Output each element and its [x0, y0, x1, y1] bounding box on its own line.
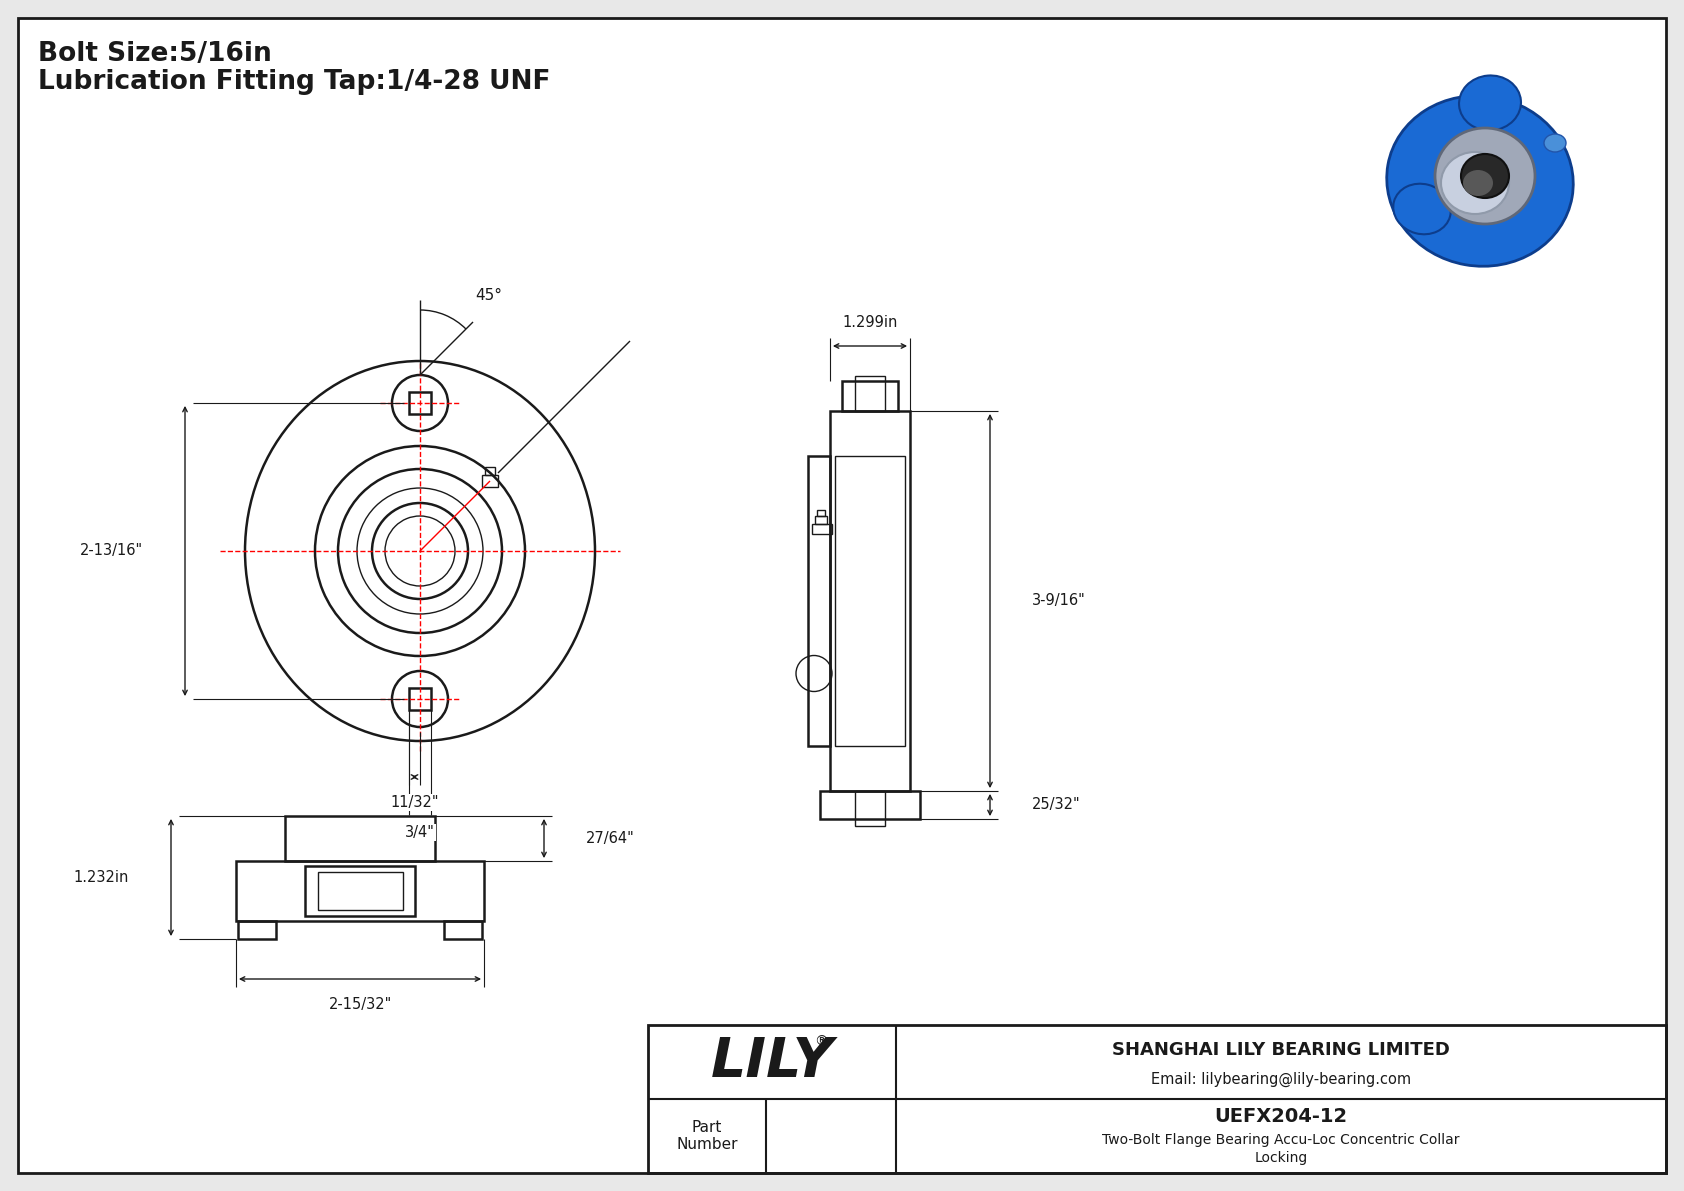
Bar	[285, 816, 434, 861]
Ellipse shape	[1393, 183, 1450, 235]
Text: ®: ®	[813, 1035, 829, 1049]
Ellipse shape	[1463, 170, 1494, 197]
Bar	[485, 467, 495, 475]
Text: LILY: LILY	[711, 1035, 834, 1089]
Bar	[817, 510, 825, 516]
Bar	[812, 524, 832, 534]
Text: 1.232in: 1.232in	[74, 869, 130, 885]
Bar	[648, 1025, 1665, 1173]
Bar	[236, 861, 483, 921]
Ellipse shape	[1544, 135, 1566, 152]
Text: Bolt Size:5/16in: Bolt Size:5/16in	[39, 40, 271, 67]
Text: 27/64": 27/64"	[586, 831, 635, 846]
Bar	[842, 381, 898, 411]
Bar	[305, 866, 414, 916]
Bar	[318, 872, 402, 910]
Text: Email: lilybearing@lily-bearing.com: Email: lilybearing@lily-bearing.com	[1150, 1072, 1411, 1087]
Text: Locking: Locking	[1255, 1152, 1307, 1165]
Text: 2-15/32": 2-15/32"	[328, 997, 392, 1012]
Ellipse shape	[1458, 75, 1521, 131]
Text: 2-13/16": 2-13/16"	[79, 543, 143, 559]
Text: 25/32": 25/32"	[1032, 798, 1081, 812]
Bar	[445, 921, 482, 939]
Ellipse shape	[1435, 127, 1536, 224]
Text: UEFX204-12: UEFX204-12	[1214, 1108, 1347, 1127]
Text: 11/32": 11/32"	[391, 796, 440, 810]
Ellipse shape	[1442, 152, 1509, 214]
Bar	[835, 456, 904, 746]
Ellipse shape	[1462, 154, 1509, 198]
Bar	[855, 791, 886, 827]
Bar	[815, 516, 827, 524]
Text: 1.299in: 1.299in	[842, 314, 898, 330]
Text: Lubrication Fitting Tap:1/4-28 UNF: Lubrication Fitting Tap:1/4-28 UNF	[39, 69, 551, 95]
Bar	[830, 411, 909, 791]
Ellipse shape	[1386, 95, 1573, 267]
Text: 3/4": 3/4"	[406, 825, 434, 840]
Text: Two-Bolt Flange Bearing Accu-Loc Concentric Collar: Two-Bolt Flange Bearing Accu-Loc Concent…	[1103, 1134, 1460, 1147]
Bar	[820, 791, 919, 819]
Bar	[409, 392, 431, 414]
Bar	[409, 688, 431, 710]
Text: Part
Number: Part Number	[677, 1120, 738, 1152]
Bar	[855, 376, 886, 411]
Text: 3-9/16": 3-9/16"	[1032, 593, 1086, 609]
Bar	[482, 475, 498, 487]
Bar	[808, 456, 830, 746]
Text: 45°: 45°	[475, 287, 502, 303]
Bar	[237, 921, 276, 939]
Text: SHANGHAI LILY BEARING LIMITED: SHANGHAI LILY BEARING LIMITED	[1111, 1041, 1450, 1059]
